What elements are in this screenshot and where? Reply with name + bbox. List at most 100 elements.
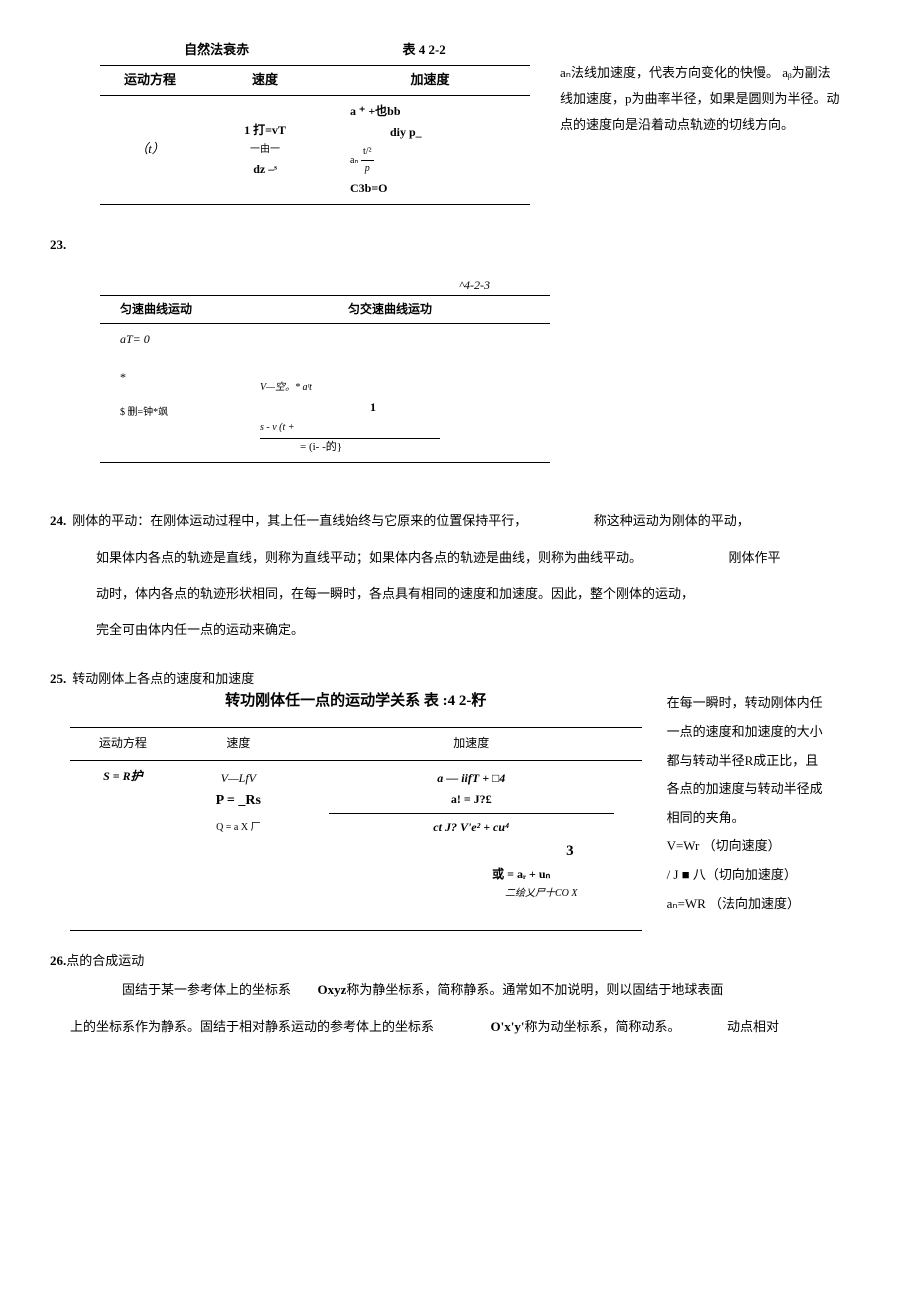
table1-container: 自然法衰赤 表 4 2-2 运动方程 速度 加速度 （t） 1 打=vT 一由一… <box>100 40 530 205</box>
table1-header-row: 运动方程 速度 加速度 <box>100 65 530 95</box>
item-24: 24. 刚体的平动：在刚体运动过程中，其上任一直线始终与它原来的位置保持平行， … <box>50 503 870 649</box>
table3-col: 转功刚体任一点的运动学关系 表 :4 2-籽 运动方程 速度 加速度 S = R… <box>70 689 642 931</box>
item25-title: 转动刚体上各点的速度和加速度 <box>72 669 254 690</box>
i26p1b: Oxyz <box>318 982 347 997</box>
table3: 运动方程 速度 加速度 S = R护 V—LfV P = _Rs Q = a X… <box>70 727 642 931</box>
table1-row: （t） 1 打=vT 一由一 dz –ˢ a ⁺ +也bb diy p_ aₙ … <box>100 95 530 205</box>
t3h2: 速度 <box>176 728 301 760</box>
t3c2l2: P = _Rs <box>184 790 293 812</box>
s3l7: / J ■ 八（切向加速度） <box>667 861 870 890</box>
item24-t2b: 刚体作平 <box>729 550 781 565</box>
item24-l2: 如果体内各点的轨迹是直线，则称为直线平动；如果体内各点的轨迹是曲线，则称为曲线平… <box>70 540 870 576</box>
t3h3: 加速度 <box>301 728 642 760</box>
t2c2l2: 1 <box>260 398 542 417</box>
table1-h2: 速度 <box>200 65 330 95</box>
t2c1l3: $ 删=钟*飒 <box>120 405 222 421</box>
item25-head: 25. 转动刚体上各点的速度和加速度 <box>50 669 870 690</box>
s3l8: aₙ=WR （法向加速度） <box>667 890 870 919</box>
t1c3-den: p <box>361 161 374 177</box>
table1-c3: a ⁺ +也bb diy p_ aₙ t/² p C3b=O <box>330 95 530 205</box>
item26-title: 点的合成运动 <box>66 953 144 968</box>
i26p1c: 称为静坐标系，简称静系。通常如不加说明，则以固结于地球表面 <box>346 982 723 997</box>
item-23: 23. <box>50 235 870 256</box>
t3c3: a — iifT + □4 a! = J?£ ct J? V'e² + cu⁴ … <box>301 760 642 931</box>
table2: 匀速曲线运动 匀交速曲线运功 aT= 0 * $ 删=钟*飒 V—空。* aᵗt… <box>100 295 550 463</box>
t3c2l3: Q = a X 厂 <box>184 820 293 836</box>
t3c3l5: 或 = aᵣ + uₙ <box>309 865 634 884</box>
table1: 运动方程 速度 加速度 （t） 1 打=vT 一由一 dz –ˢ a ⁺ +也b… <box>100 65 530 205</box>
i26p2b: O'x'y' <box>491 1019 525 1034</box>
t3c3l1: a — iifT + □4 <box>309 769 634 788</box>
item24-l3: 动时，体内各点的轨迹形状相同，在每一瞬时，各点具有相同的速度和加速度。因此，整个… <box>70 576 870 612</box>
item26-p1: 固结于某一参考体上的坐标系 Oxyz称为静坐标系，简称静系。通常如不加说明，则以… <box>70 972 870 1008</box>
t3c3l2: a! = J?£ <box>309 790 634 809</box>
t3c3l3: ct J? V'e² + cu⁴ <box>309 818 634 837</box>
t2c2l1: V—空。* aᵗt <box>260 380 542 396</box>
t2h2: 匀交速曲线运功 <box>230 296 550 324</box>
t1c3-l2: diy p_ <box>350 123 522 142</box>
i26p2a: 上的坐标系作为静系。固结于相对静系运动的参考体上的坐标系 <box>70 1019 434 1034</box>
table1-c2: 1 打=vT 一由一 dz –ˢ <box>200 95 330 205</box>
t1c2-l1: 1 打=vT <box>208 121 322 140</box>
item26-p2: 上的坐标系作为静系。固结于相对静系运动的参考体上的坐标系 O'x'y'称为动坐标… <box>70 1009 870 1045</box>
t1c3-l1: a ⁺ +也bb <box>350 102 522 121</box>
item23-num: 23. <box>50 237 66 252</box>
item24-t1: 刚体的平动：在刚体运动过程中，其上任一直线始终与它原来的位置保持平行， 称这种运… <box>72 503 870 539</box>
i26p1a: 固结于某一参考体上的坐标系 <box>122 982 291 997</box>
item26-num: 26. <box>50 953 66 968</box>
t3c1: S = R护 <box>70 760 176 931</box>
t2c2l3: s - v (t + <box>260 420 542 436</box>
item24-num: 24. <box>50 511 66 532</box>
item26-head: 26.点的合成运动 <box>50 951 870 972</box>
table3-title: 转功刚体任一点的运动学关系 表 :4 2-籽 <box>70 689 642 713</box>
table3-header: 运动方程 速度 加速度 <box>70 728 642 760</box>
item25-num: 25. <box>50 669 66 690</box>
t1c3-l4: C3b=O <box>350 179 522 198</box>
table1-title: 自然法衰赤 表 4 2-2 <box>100 40 530 65</box>
t2c1l1: aT= 0 <box>120 330 222 349</box>
s3l3: 都与转动半径R成正比，且 <box>667 747 870 776</box>
t2h1: 匀速曲线运动 <box>100 296 230 324</box>
t2c1: aT= 0 * $ 删=钟*飒 <box>100 324 230 463</box>
table2-row: aT= 0 * $ 删=钟*飒 V—空。* aᵗt 1 s - v (t + =… <box>100 324 550 463</box>
t3c2: V—LfV P = _Rs Q = a X 厂 <box>176 760 301 931</box>
item-26: 26.点的合成运动 固结于某一参考体上的坐标系 Oxyz称为静坐标系，简称静系。… <box>50 951 870 1045</box>
t1c3-frac: t/² p <box>361 144 374 177</box>
table1-title-right: 表 4 2-2 <box>327 40 521 61</box>
s3l4: 各点的加速度与转动半径成 <box>667 775 870 804</box>
item-25: 25. 转动刚体上各点的速度和加速度 转功刚体任一点的运动学关系 表 :4 2-… <box>50 669 870 932</box>
t3c3l6: 二绘乂尸十CO X <box>309 886 634 902</box>
t2c2l4: = (i- -的} <box>260 438 440 457</box>
table1-side-note: aₙ法线加速度，代表方向变化的快慢。 aᵦ为副法线加速度，p为曲率半径，如果是圆… <box>560 40 840 205</box>
t3c3l4: 3 <box>309 839 634 863</box>
item24-t2a: 如果体内各点的轨迹是直线，则称为直线平动；如果体内各点的轨迹是曲线，则称为曲线平… <box>96 550 642 565</box>
s3l5: 相同的夹角。 <box>667 804 870 833</box>
i26p2d: 动点相对 <box>727 1019 779 1034</box>
t3c2l1: V—LfV <box>184 769 293 788</box>
table1-title-left: 自然法衰赤 <box>109 40 324 61</box>
t1c3-l3: aₙ t/² p <box>350 144 522 177</box>
s3l1: 在每一瞬时，转动刚体内任 <box>667 689 870 718</box>
item24-l4: 完全可由体内任一点的运动来确定。 <box>70 612 870 648</box>
item24-t1b: 称这种运动为刚体的平动， <box>594 513 750 528</box>
item24-t1a: 刚体的平动：在刚体运动过程中，其上任一直线始终与它原来的位置保持平行， <box>72 513 527 528</box>
s3l6: V=Wr （切向速度） <box>667 832 870 861</box>
table1-c1: （t） <box>100 95 200 205</box>
table3-row: S = R护 V—LfV P = _Rs Q = a X 厂 a — iifT … <box>70 760 642 931</box>
i26p2c: 称为动坐标系，简称动系。 <box>524 1019 680 1034</box>
t1c2-l3: dz –ˢ <box>208 160 322 179</box>
t1c3-num: t/² <box>361 144 374 161</box>
table1-section: 自然法衰赤 表 4 2-2 运动方程 速度 加速度 （t） 1 打=vT 一由一… <box>100 40 870 205</box>
table1-h3: 加速度 <box>330 65 530 95</box>
t3h1: 运动方程 <box>70 728 176 760</box>
t1c3-l3a: aₙ <box>350 155 358 166</box>
s3l2: 一点的速度和加速度的大小 <box>667 718 870 747</box>
table2-caption: ^4-2-3 <box>50 276 550 295</box>
table2-header: 匀速曲线运动 匀交速曲线运功 <box>100 296 550 324</box>
item24-l1: 24. 刚体的平动：在刚体运动过程中，其上任一直线始终与它原来的位置保持平行， … <box>50 503 870 539</box>
table3-section: 转功刚体任一点的运动学关系 表 :4 2-籽 运动方程 速度 加速度 S = R… <box>70 689 870 931</box>
t2c1l2: * <box>120 368 222 387</box>
table3-side: 在每一瞬时，转动刚体内任 一点的速度和加速度的大小 都与转动半径R成正比，且 各… <box>667 689 870 931</box>
t2c2: V—空。* aᵗt 1 s - v (t + = (i- -的} <box>230 324 550 463</box>
t1c2-l2: 一由一 <box>208 142 322 158</box>
